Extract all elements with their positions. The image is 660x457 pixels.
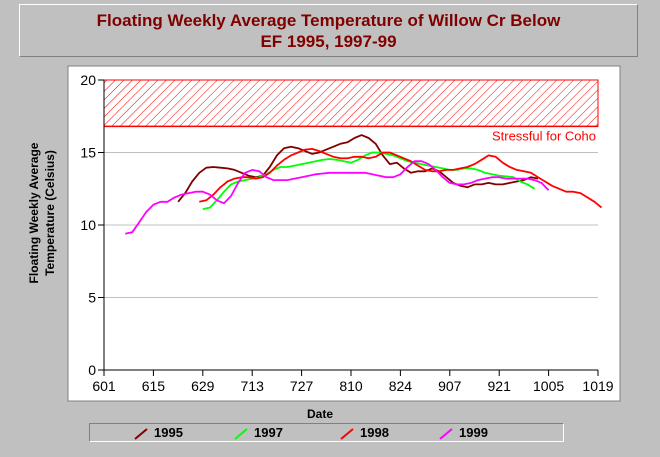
y-tick-label: 20 (80, 72, 96, 88)
x-tick-label: 727 (290, 378, 314, 394)
x-tick-label: 1005 (533, 378, 564, 394)
legend-swatch (134, 428, 148, 440)
y-axis-label-line-1: Floating Weekly Average (27, 142, 41, 283)
stressful-band-label: Stressful for Coho (492, 128, 596, 143)
x-tick-label: 713 (241, 378, 265, 394)
legend-swatch (340, 428, 354, 440)
legend-label: 1997 (254, 425, 283, 440)
x-axis-label: Date (307, 407, 333, 421)
legend-label: 1999 (459, 425, 488, 440)
x-tick-label: 601 (92, 378, 116, 394)
series-line-1995 (177, 134, 539, 203)
legend-swatch (439, 428, 453, 440)
x-tick-label: 629 (191, 378, 215, 394)
x-tick-label: 907 (438, 378, 462, 394)
y-axis-label-line-2: Temperature (Celsius) (43, 150, 57, 276)
y-tick-label: 15 (80, 145, 96, 161)
series-line-1999 (125, 160, 550, 235)
x-tick-label: 824 (389, 378, 413, 394)
x-tick-label: 921 (488, 378, 512, 394)
y-tick-label: 10 (80, 217, 96, 233)
stressful-band (103, 79, 599, 127)
legend: 1995 1997 1998 1999 (89, 423, 564, 442)
legend-swatch (234, 428, 248, 440)
y-tick-label: 5 (88, 290, 96, 306)
y-tick-label: 0 (88, 362, 96, 378)
series-line-1998 (199, 148, 603, 209)
legend-label: 1998 (360, 425, 389, 440)
chart-title-line-1: Floating Weekly Average Temperature of W… (96, 11, 561, 30)
x-tick-label: 810 (339, 378, 363, 394)
chart-title: Floating Weekly Average Temperature of W… (19, 4, 638, 57)
x-tick-label: 1019 (582, 378, 613, 394)
legend-label: 1995 (154, 425, 183, 440)
x-tick-label: 615 (142, 378, 166, 394)
chart-title-line-2: EF 1995, 1997-99 (260, 32, 397, 51)
